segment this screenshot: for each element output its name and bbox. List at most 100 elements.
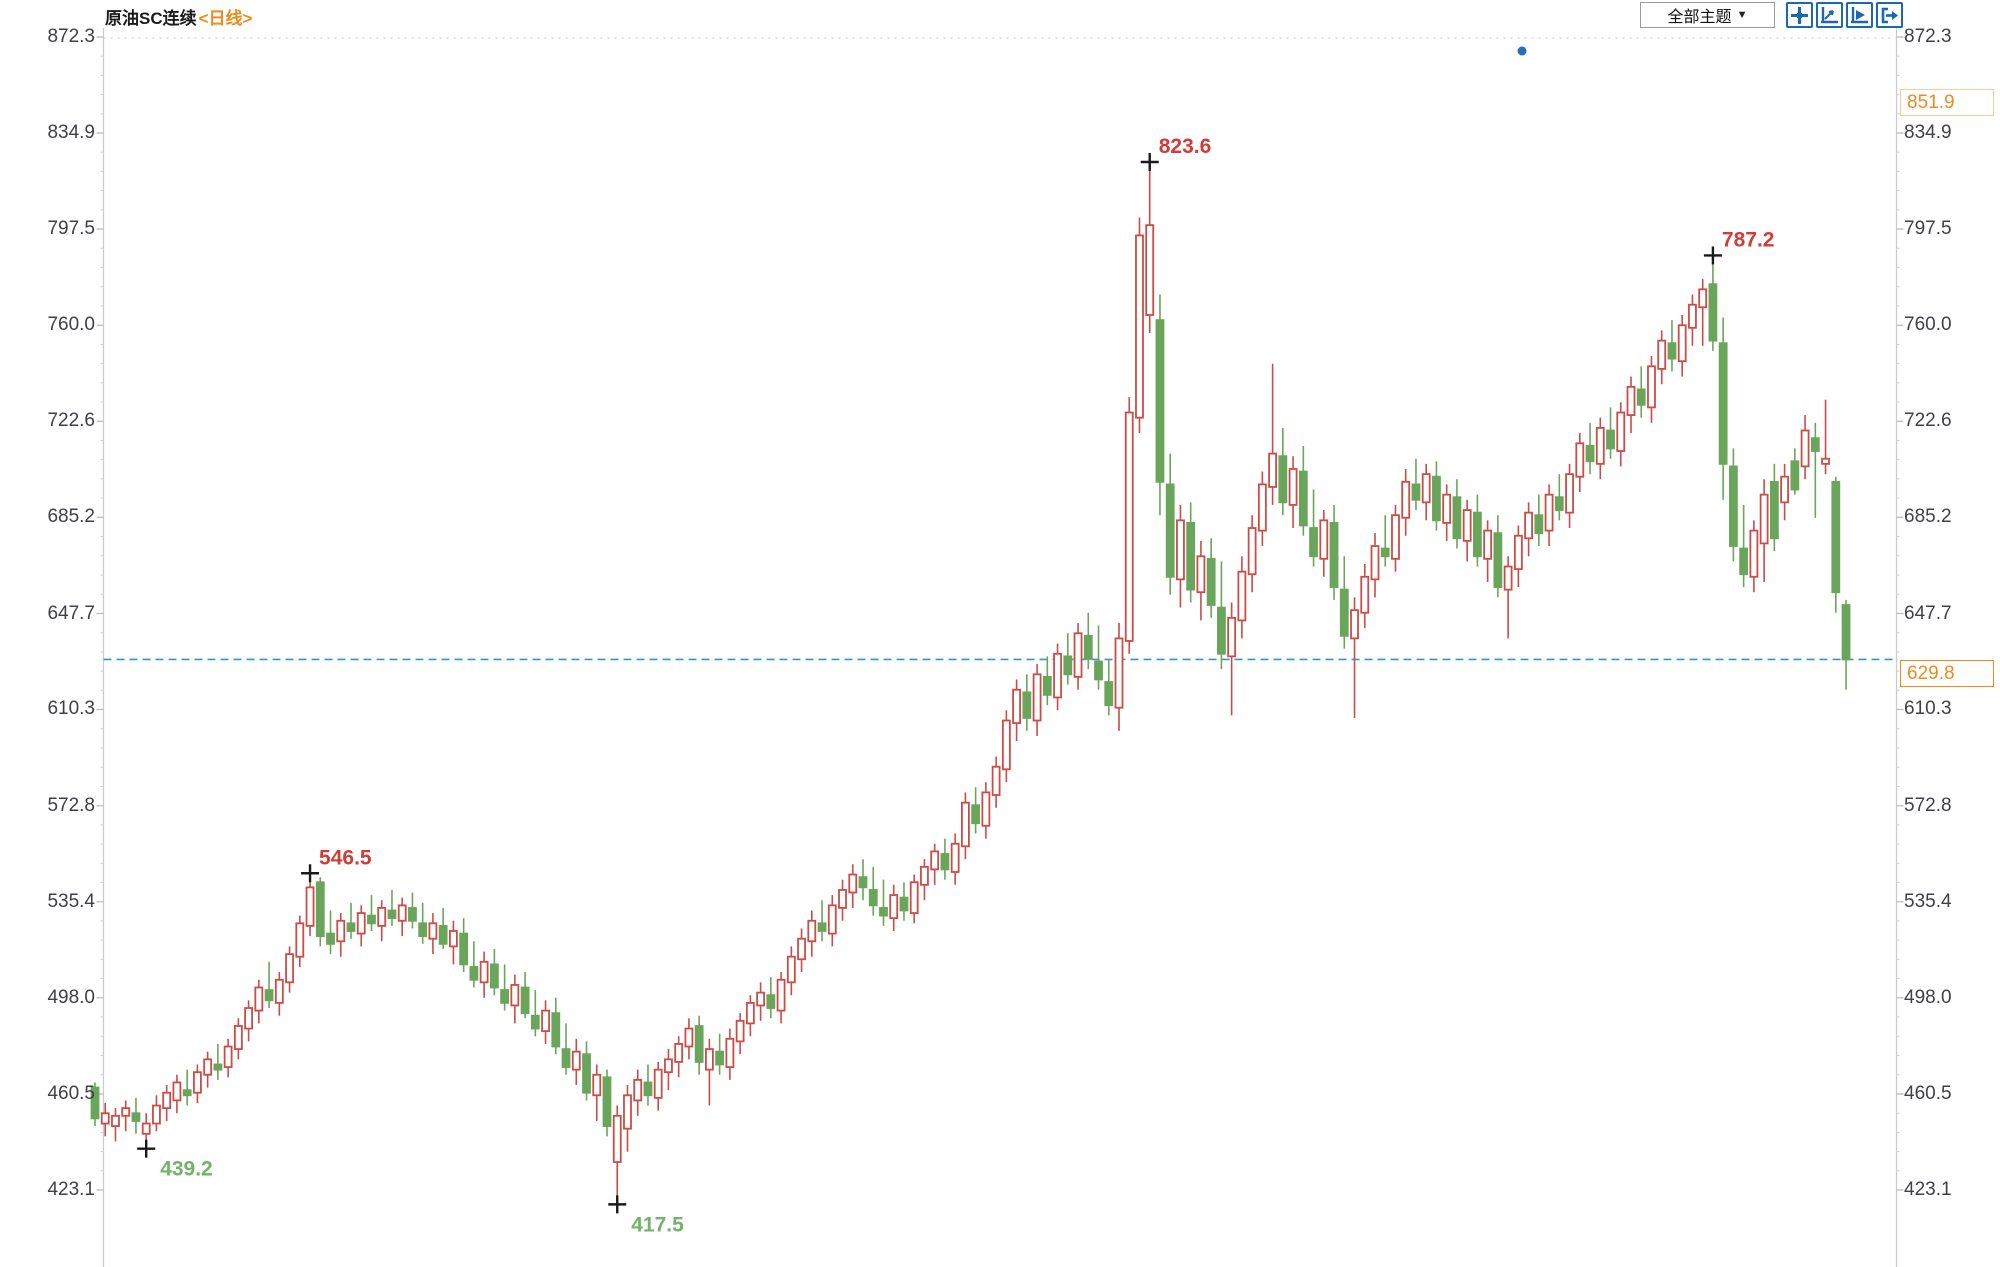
candle-body xyxy=(705,1048,714,1071)
candle-body xyxy=(1565,473,1574,514)
candle-body xyxy=(1319,519,1329,560)
candle-body xyxy=(899,896,909,912)
y-axis-tick-label: 685.2 xyxy=(47,506,95,528)
candle-body xyxy=(827,904,837,935)
candle-body xyxy=(1421,473,1431,504)
candle-body xyxy=(274,978,284,1004)
candle-body xyxy=(786,955,796,984)
candle-body xyxy=(1729,465,1738,547)
y-axis-tick-label: 685.2 xyxy=(1904,506,1952,528)
y-axis-tick-label: 872.3 xyxy=(47,26,95,47)
candle-body xyxy=(1083,634,1093,660)
candle-body xyxy=(1534,514,1544,535)
candle-body xyxy=(1585,444,1595,463)
candle-body xyxy=(592,1073,602,1097)
y-axis-tick-label: 423.1 xyxy=(47,1179,95,1200)
candle-body xyxy=(1524,511,1533,540)
candle-body xyxy=(1104,681,1114,707)
candle-body xyxy=(1196,555,1206,594)
candle-body xyxy=(766,994,776,1009)
extreme-price-label: 546.5 xyxy=(319,846,372,869)
candle-body xyxy=(1012,688,1021,725)
candle-body xyxy=(1370,545,1380,581)
candle-body xyxy=(694,1025,704,1063)
candle-body xyxy=(1022,691,1032,719)
last-price-tag: 629.8 xyxy=(1900,660,1994,687)
pan-right-icon xyxy=(1881,7,1898,23)
candle-body xyxy=(1657,339,1667,370)
candle-body xyxy=(1688,303,1697,329)
candle-body xyxy=(889,894,899,920)
candle-body xyxy=(745,1001,755,1025)
candle-body xyxy=(233,1025,243,1050)
theme-dropdown-label: 全部主题 xyxy=(1667,9,1732,26)
candle-body xyxy=(674,1043,684,1063)
y-axis-tick-label: 872.3 xyxy=(1904,26,1952,47)
candle-body xyxy=(479,960,489,984)
candle-body xyxy=(1401,480,1411,519)
candle-body xyxy=(1483,529,1493,560)
candle-body xyxy=(817,922,827,932)
candle-body xyxy=(264,989,274,1002)
candle-body xyxy=(1032,673,1042,722)
pan-right-button[interactable] xyxy=(1876,2,1903,28)
period-tag: <日线> xyxy=(198,9,253,28)
candle-body xyxy=(623,1094,632,1130)
candle-body xyxy=(1595,427,1605,465)
y-axis-tick-label: 760.0 xyxy=(47,314,95,336)
candle-body xyxy=(602,1076,612,1127)
candle-body xyxy=(1677,324,1687,363)
candle-body xyxy=(930,850,940,871)
move-crosshair-button[interactable] xyxy=(1786,2,1813,28)
candle-body xyxy=(1513,534,1523,570)
candle-body xyxy=(756,991,765,1007)
axis-range-button[interactable] xyxy=(1816,2,1843,28)
candle-body xyxy=(807,919,817,943)
y-axis-tick-label: 647.7 xyxy=(1904,602,1952,624)
axis-play-button[interactable] xyxy=(1846,2,1873,28)
candle-body xyxy=(1227,616,1237,658)
candle-body xyxy=(244,1007,254,1030)
candle-body xyxy=(1339,588,1349,637)
candle-body xyxy=(1841,604,1851,661)
dropdown-arrow-icon: ▼ xyxy=(1736,9,1748,21)
candle-body xyxy=(633,1078,643,1102)
candle-body xyxy=(387,909,397,920)
y-axis-tick-label: 722.6 xyxy=(1904,410,1952,432)
candle-body xyxy=(1380,547,1390,558)
y-axis-tick-label: 647.7 xyxy=(47,602,95,624)
candle-body xyxy=(1831,480,1841,594)
candle-body xyxy=(141,1122,151,1135)
candle-body xyxy=(213,1063,223,1071)
candle-body xyxy=(551,1012,561,1048)
candle-body xyxy=(285,953,294,984)
candle-body xyxy=(1042,675,1052,696)
candle-body xyxy=(612,1114,622,1163)
candle-body xyxy=(735,1019,745,1043)
candle-body xyxy=(448,930,458,948)
candle-body xyxy=(428,922,438,940)
theme-dropdown-button[interactable]: 全部主题 ▼ xyxy=(1640,2,1775,28)
candle-body xyxy=(1452,496,1462,540)
candle-body xyxy=(1165,483,1175,578)
candle-body xyxy=(172,1081,182,1102)
candle-body xyxy=(1298,470,1308,527)
candle-body xyxy=(1135,234,1144,419)
candle-body xyxy=(121,1107,131,1117)
candle-body xyxy=(1759,493,1769,545)
candle-body xyxy=(1309,527,1318,558)
candle-body xyxy=(1554,496,1564,511)
y-axis-tick-label: 535.4 xyxy=(1904,890,1952,912)
candle-body xyxy=(520,986,530,1015)
y-axis-tick-label: 760.0 xyxy=(1904,314,1952,336)
candle-body xyxy=(797,937,806,961)
candle-body xyxy=(131,1112,141,1122)
candle-body xyxy=(346,922,356,932)
candle-body xyxy=(530,1014,540,1030)
y-axis-tick-label: 610.3 xyxy=(1904,698,1952,720)
session-high-tag: 851.9 xyxy=(1900,89,1994,116)
candle-body xyxy=(469,966,479,981)
axis-range-icon xyxy=(1821,6,1838,23)
candle-body xyxy=(418,922,428,938)
